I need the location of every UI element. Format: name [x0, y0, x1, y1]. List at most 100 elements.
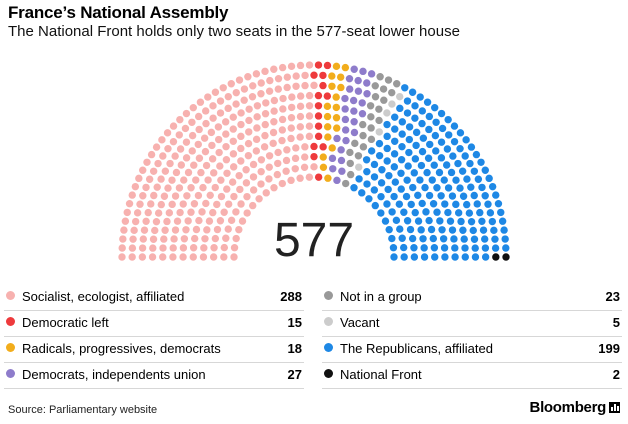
seat-dot-socialist-ecologist-affiliated	[257, 167, 265, 176]
seat-dot-the-republicans-affiliated	[375, 139, 384, 148]
legend-value: 15	[287, 315, 302, 330]
seat-dot-socialist-ecologist-affiliated	[261, 131, 269, 140]
seat-dot-socialist-ecologist-affiliated	[266, 76, 274, 85]
seat-dot-the-republicans-affiliated	[461, 253, 469, 261]
seat-dot-socialist-ecologist-affiliated	[279, 105, 287, 113]
seat-dot-socialist-ecologist-affiliated	[270, 107, 278, 115]
seat-dot-socialist-ecologist-affiliated	[242, 179, 251, 187]
seat-dot-the-republicans-affiliated	[408, 234, 417, 243]
seat-dot-socialist-ecologist-affiliated	[161, 226, 169, 234]
seat-dot-the-republicans-affiliated	[470, 167, 479, 175]
seat-dot-democrats-independents-union	[333, 176, 341, 185]
seat-dot-democratic-left	[310, 142, 318, 151]
seat-dot-the-republicans-affiliated	[406, 225, 415, 234]
seat-dot-the-republicans-affiliated	[370, 160, 379, 169]
seat-dot-socialist-ecologist-affiliated	[168, 176, 176, 184]
seat-dot-the-republicans-affiliated	[469, 226, 477, 235]
seat-dot-the-republicans-affiliated	[403, 176, 411, 184]
seat-dot-socialist-ecologist-affiliated	[257, 156, 266, 164]
seat-dot-socialist-ecologist-affiliated	[211, 88, 220, 96]
seat-dot-socialist-ecologist-affiliated	[245, 116, 253, 125]
seat-dot-socialist-ecologist-affiliated	[257, 90, 265, 98]
seat-dot-vacant	[375, 128, 383, 136]
seat-dot-the-republicans-affiliated	[350, 184, 358, 192]
seat-dot-radicals-progressives-democrats	[332, 114, 341, 122]
seat-dot-socialist-ecologist-affiliated	[131, 217, 140, 226]
seat-dot-not-in-a-group	[375, 105, 383, 113]
seat-dot-the-republicans-affiliated	[459, 226, 467, 234]
seat-dot-not-in-a-group	[351, 139, 359, 148]
seat-dot-socialist-ecologist-affiliated	[125, 199, 134, 208]
seat-dot-the-republicans-affiliated	[467, 183, 475, 191]
seat-dot-socialist-ecologist-affiliated	[270, 96, 279, 105]
seat-dot-socialist-ecologist-affiliated	[229, 163, 238, 171]
seat-dot-socialist-ecologist-affiliated	[217, 192, 226, 201]
seat-dot-socialist-ecologist-affiliated	[261, 110, 270, 118]
seat-dot-democratic-left	[314, 132, 323, 141]
seat-dot-the-republicans-affiliated	[414, 191, 422, 200]
seat-dot-the-republicans-affiliated	[492, 191, 500, 199]
seat-dot-socialist-ecologist-affiliated	[175, 184, 184, 192]
seat-dot-socialist-ecologist-affiliated	[176, 208, 184, 217]
seat-dot-socialist-ecologist-affiliated	[252, 135, 261, 144]
seat-dot-democrats-independents-union	[329, 165, 337, 173]
seat-dot-socialist-ecologist-affiliated	[189, 103, 197, 112]
seat-dot-socialist-ecologist-affiliated	[257, 79, 265, 87]
seat-dot-socialist-ecologist-affiliated	[232, 208, 240, 216]
seat-dot-socialist-ecologist-affiliated	[171, 192, 180, 200]
seat-dot-the-republicans-affiliated	[383, 120, 391, 129]
seat-dot-socialist-ecologist-affiliated	[121, 217, 130, 225]
seat-dot-socialist-ecologist-affiliated	[204, 93, 212, 101]
seat-dot-the-republicans-affiliated	[425, 125, 433, 134]
seat-dot-the-republicans-affiliated	[384, 185, 392, 194]
seat-dot-socialist-ecologist-affiliated	[274, 159, 282, 168]
seat-dot-the-republicans-affiliated	[411, 114, 419, 122]
seat-dot-socialist-ecologist-affiliated	[269, 128, 278, 137]
seat-dot-not-in-a-group	[346, 159, 354, 168]
seat-dot-socialist-ecologist-affiliated	[142, 183, 150, 192]
seat-dot-radicals-progressives-democrats	[332, 93, 340, 101]
seat-dot-socialist-ecologist-affiliated	[243, 209, 251, 217]
seat-dot-socialist-ecologist-affiliated	[200, 244, 208, 252]
legend-item-republicans: The Republicans, affiliated 199	[322, 336, 622, 363]
seat-dot-the-republicans-affiliated	[481, 244, 490, 252]
seat-dot-socialist-ecologist-affiliated	[160, 235, 168, 243]
seat-dot-the-republicans-affiliated	[405, 135, 414, 144]
seat-dot-democratic-left	[319, 81, 327, 90]
seat-dot-the-republicans-affiliated	[412, 128, 421, 137]
seat-dot-socialist-ecologist-affiliated	[209, 102, 217, 110]
seat-dot-socialist-ecologist-affiliated	[189, 244, 198, 252]
seat-dot-not-in-a-group	[359, 120, 367, 129]
seat-dot-the-republicans-affiliated	[423, 98, 432, 106]
seat-dot-socialist-ecologist-affiliated	[265, 87, 274, 95]
seat-dot-socialist-ecologist-affiliated	[206, 191, 214, 200]
seat-dot-the-republicans-affiliated	[438, 124, 447, 133]
seat-dot-socialist-ecologist-affiliated	[149, 235, 158, 243]
seat-dot-the-republicans-affiliated	[448, 226, 457, 234]
seat-dot-not-in-a-group	[376, 73, 384, 81]
seat-dot-the-republicans-affiliated	[478, 217, 486, 226]
seat-dot-socialist-ecologist-affiliated	[265, 152, 274, 160]
seat-dot-socialist-ecologist-affiliated	[287, 103, 296, 112]
seat-dot-socialist-ecologist-affiliated	[257, 180, 265, 188]
seat-dot-socialist-ecologist-affiliated	[283, 73, 292, 81]
seat-dot-socialist-ecologist-affiliated	[201, 107, 210, 115]
seat-dot-the-republicans-affiliated	[411, 208, 419, 217]
seat-dot-socialist-ecologist-affiliated	[161, 167, 170, 175]
seat-dot-socialist-ecologist-affiliated	[159, 244, 167, 252]
seat-dot-socialist-ecologist-affiliated	[169, 122, 178, 130]
seat-dot-socialist-ecologist-affiliated	[180, 176, 188, 184]
seat-dot-radicals-progressives-democrats	[332, 103, 341, 112]
seat-dot-socialist-ecologist-affiliated	[249, 160, 258, 169]
seat-dot-not-in-a-group	[380, 96, 388, 104]
seat-dot-socialist-ecologist-affiliated	[166, 159, 174, 168]
seat-dot-the-republicans-affiliated	[435, 168, 444, 177]
seat-dot-socialist-ecologist-affiliated	[230, 192, 238, 201]
seat-dot-the-republicans-affiliated	[363, 167, 371, 176]
seat-dot-democrats-independents-union	[341, 115, 350, 124]
seat-dot-democratic-left	[310, 152, 318, 161]
seat-dot-the-republicans-affiliated	[417, 161, 426, 170]
seat-dot-not-in-a-group	[388, 88, 396, 97]
seat-dot-the-republicans-affiliated	[427, 225, 436, 234]
seat-dot-socialist-ecologist-affiliated	[157, 175, 165, 183]
